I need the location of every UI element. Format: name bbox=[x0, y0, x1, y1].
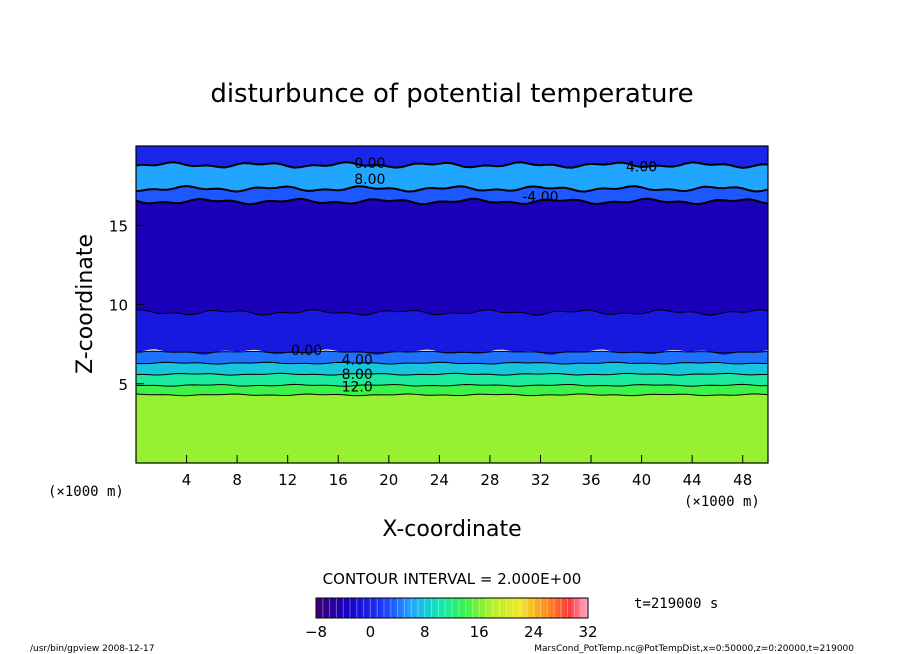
x-axis-label: X-coordinate bbox=[382, 517, 521, 542]
colorbar: −8 0 8 16 24 32 bbox=[305, 597, 598, 641]
x-tick-label-7: 32 bbox=[531, 471, 550, 489]
band-2 bbox=[136, 373, 768, 387]
x-tick-label-1: 8 bbox=[232, 471, 242, 489]
y-axis-ticks: 5 10 15 bbox=[109, 217, 144, 394]
contour-line-1 bbox=[136, 393, 768, 397]
band-1 bbox=[136, 384, 768, 396]
contour-line-3 bbox=[136, 372, 768, 376]
band-8 bbox=[136, 162, 768, 192]
contour-line-2 bbox=[136, 383, 768, 387]
contour-label-1: 8.00 bbox=[354, 172, 385, 188]
x-unit-label-right: (×1000 m) bbox=[684, 494, 760, 510]
band-0 bbox=[136, 393, 768, 463]
x-tick-label-8: 36 bbox=[581, 471, 600, 489]
contour-label-4: 0.00 bbox=[291, 343, 322, 359]
x-tick-label-4: 20 bbox=[379, 471, 398, 489]
x-tick-label-6: 28 bbox=[480, 471, 499, 489]
colorbar-tick-label-0: −8 bbox=[305, 623, 327, 641]
time-label: t=219000 s bbox=[634, 596, 718, 612]
colorbar-frame bbox=[315, 597, 589, 619]
colorbar-tick-label-5: 32 bbox=[578, 623, 597, 641]
band-5 bbox=[136, 309, 768, 355]
colorbar-stripes bbox=[322, 598, 582, 618]
y-tick-label-1: 10 bbox=[109, 297, 128, 315]
footer-program: /usr/bin/gpview 2008-12-17 bbox=[30, 644, 154, 654]
contour-label-3: -4.00 bbox=[522, 189, 558, 205]
x-tick-label-9: 40 bbox=[632, 471, 651, 489]
colorbar-tick-label-4: 24 bbox=[524, 623, 543, 641]
band-3 bbox=[136, 362, 768, 376]
x-tick-label-3: 16 bbox=[329, 471, 348, 489]
band-6 bbox=[136, 198, 768, 316]
contour-line-8 bbox=[136, 184, 768, 193]
band-7 bbox=[136, 185, 768, 205]
x-unit-label-left: (×1000 m) bbox=[48, 484, 124, 500]
contour-line-6 bbox=[136, 309, 768, 316]
x-tick-label-0: 4 bbox=[182, 471, 192, 489]
x-axis-ticks: 4 8 12 16 20 24 28 32 36 40 44 48 bbox=[182, 455, 752, 489]
contour-label-7: 12.0 bbox=[342, 380, 373, 396]
x-tick-label-11: 48 bbox=[733, 471, 752, 489]
contour-label-2: 4.00 bbox=[626, 159, 657, 175]
colorbar-tick-label-2: 8 bbox=[420, 623, 430, 641]
contour-line-7 bbox=[136, 197, 768, 206]
contour-label-5: 4.00 bbox=[342, 353, 373, 369]
temperature-bands bbox=[136, 146, 768, 463]
x-tick-label-5: 24 bbox=[430, 471, 449, 489]
contour-label-0: 0.00 bbox=[354, 156, 385, 172]
contour-lines bbox=[136, 161, 768, 397]
colorbar-tick-label-3: 16 bbox=[470, 623, 489, 641]
x-tick-label-10: 44 bbox=[683, 471, 702, 489]
contour-line-4 bbox=[136, 361, 768, 365]
contour-interval-label: CONTOUR INTERVAL = 2.000E+00 bbox=[323, 570, 582, 588]
y-tick-label-2: 15 bbox=[109, 217, 128, 235]
contour-label-6: 8.00 bbox=[342, 367, 373, 383]
footer-source: MarsCond_PotTemp.nc@PotTempDist,x=0:5000… bbox=[534, 644, 854, 654]
chart-title: disturbunce of potential temperature bbox=[210, 79, 693, 109]
colorbar-gradient bbox=[316, 598, 588, 618]
x-tick-label-2: 12 bbox=[278, 471, 297, 489]
band-4 bbox=[136, 351, 768, 365]
contour-line-9 bbox=[136, 161, 768, 169]
band-9 bbox=[136, 146, 768, 168]
contour-line-5 bbox=[136, 350, 768, 354]
y-tick-label-0: 5 bbox=[118, 376, 128, 394]
colorbar-ticks: −8 0 8 16 24 32 bbox=[305, 623, 598, 641]
y-axis-label: Z-coordinate bbox=[73, 234, 98, 374]
colorbar-tick-label-1: 0 bbox=[366, 623, 376, 641]
